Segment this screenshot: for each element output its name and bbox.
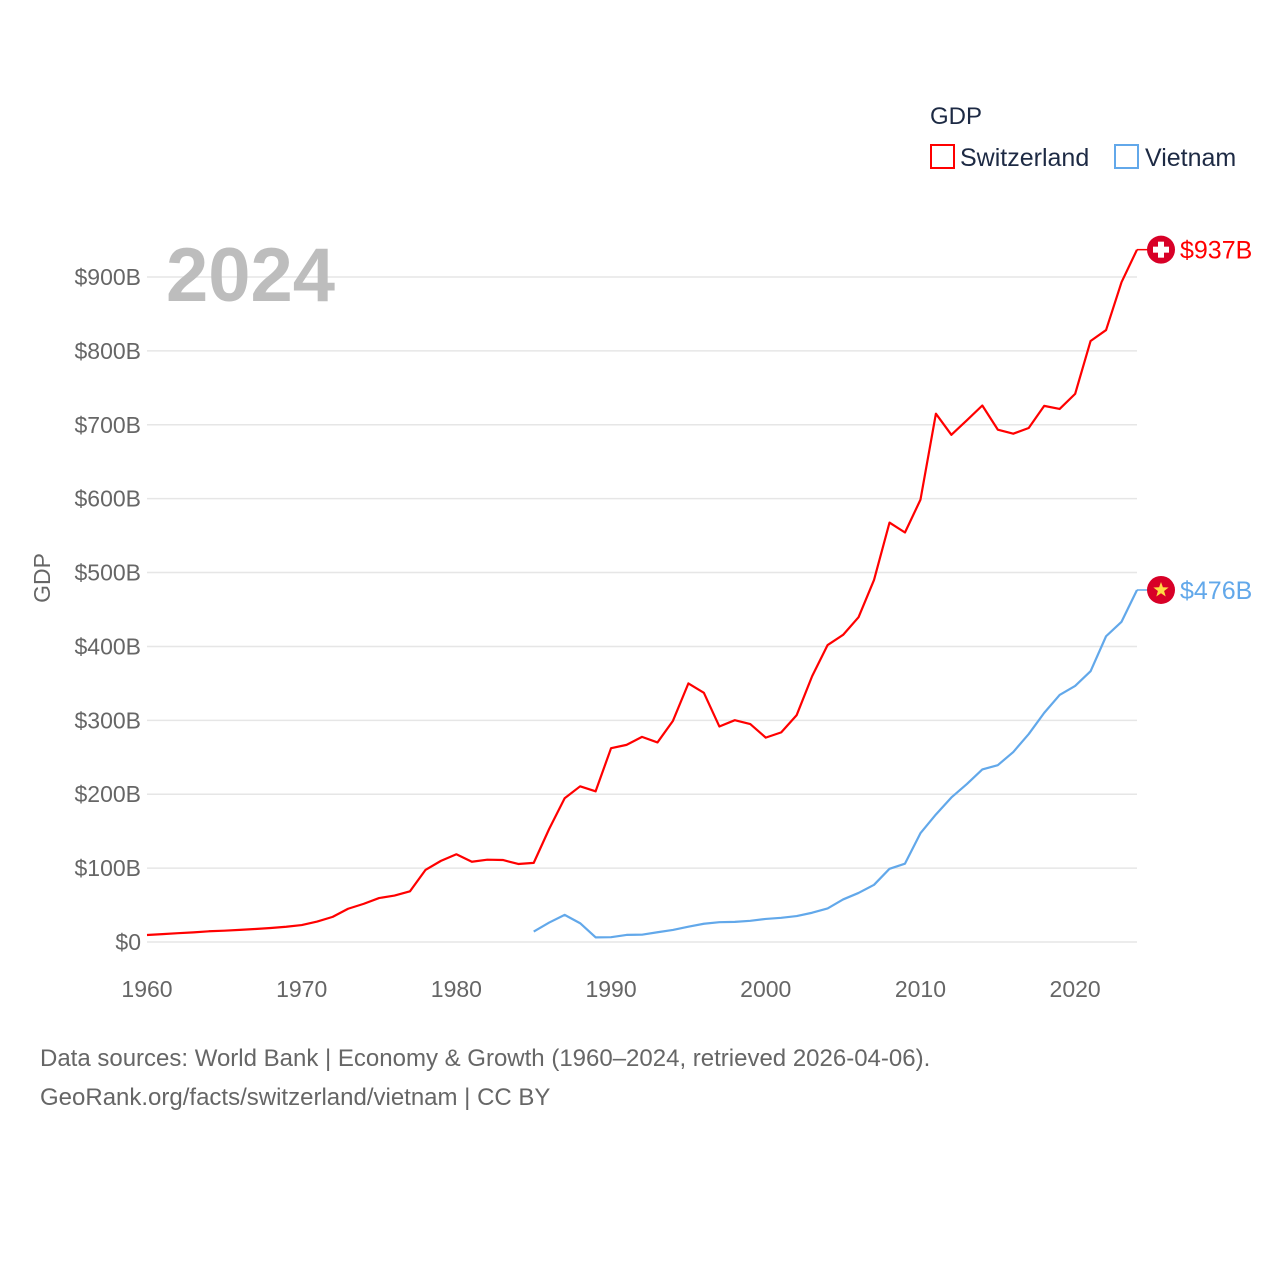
y-tick-label: $600B	[74, 486, 141, 512]
legend-item-switzerland[interactable]: Switzerland	[930, 144, 1089, 172]
legend-label-vietnam: Vietnam	[1145, 144, 1236, 172]
legend-swatch-vietnam	[1114, 144, 1139, 169]
y-tick-label: $400B	[74, 633, 141, 659]
footer-attribution[interactable]: GeoRank.org/facts/switzerland/vietnam | …	[40, 1084, 551, 1111]
x-tick-label: 2010	[895, 976, 946, 1002]
x-tick-label: 1990	[585, 976, 636, 1002]
x-tick-label: 2020	[1050, 976, 1101, 1002]
series-end-markers: $937B $476B	[1137, 235, 1252, 605]
x-axis-ticks: 1960 1970 1980 1990 2000 2010 2020	[121, 976, 1100, 1002]
legend: GDP Switzerland Vietnam	[930, 103, 1236, 172]
y-axis-ticks: $0 $100B $200B $300B $400B $500B $600B $700B $80…	[74, 264, 141, 955]
legend-title: GDP	[930, 103, 982, 130]
end-value-label: $476B	[1180, 577, 1252, 605]
series-lines	[146, 249, 1138, 939]
legend-item-vietnam[interactable]: Vietnam	[1114, 144, 1236, 172]
swiss-flag-icon	[1147, 235, 1175, 264]
x-tick-label: 1970	[276, 976, 327, 1002]
end-value-label: $937B	[1180, 237, 1252, 265]
y-tick-label: $900B	[74, 264, 141, 290]
y-tick-label: $300B	[74, 707, 141, 733]
y-tick-label: $0	[115, 929, 141, 955]
x-tick-label: 2000	[740, 976, 791, 1002]
grid-lines	[147, 276, 1137, 943]
y-tick-label: $700B	[74, 412, 141, 438]
year-label: 2024	[166, 233, 335, 318]
y-tick-label: $100B	[74, 855, 141, 881]
series-line-vietnam	[533, 589, 1138, 939]
y-axis-title: GDP	[29, 553, 55, 603]
y-tick-label: $500B	[74, 560, 141, 586]
y-tick-label: $800B	[74, 338, 141, 364]
footer-sources: Data sources: World Bank | Economy & Gro…	[40, 1045, 931, 1072]
legend-label-switzerland: Switzerland	[960, 144, 1089, 172]
series-line-switzerland	[146, 249, 1138, 937]
legend-swatch-switzerland	[930, 144, 955, 169]
x-tick-label: 1980	[431, 976, 482, 1002]
vietnam-flag-icon	[1147, 575, 1175, 604]
y-tick-label: $200B	[74, 781, 141, 807]
x-tick-label: 1960	[121, 976, 172, 1002]
